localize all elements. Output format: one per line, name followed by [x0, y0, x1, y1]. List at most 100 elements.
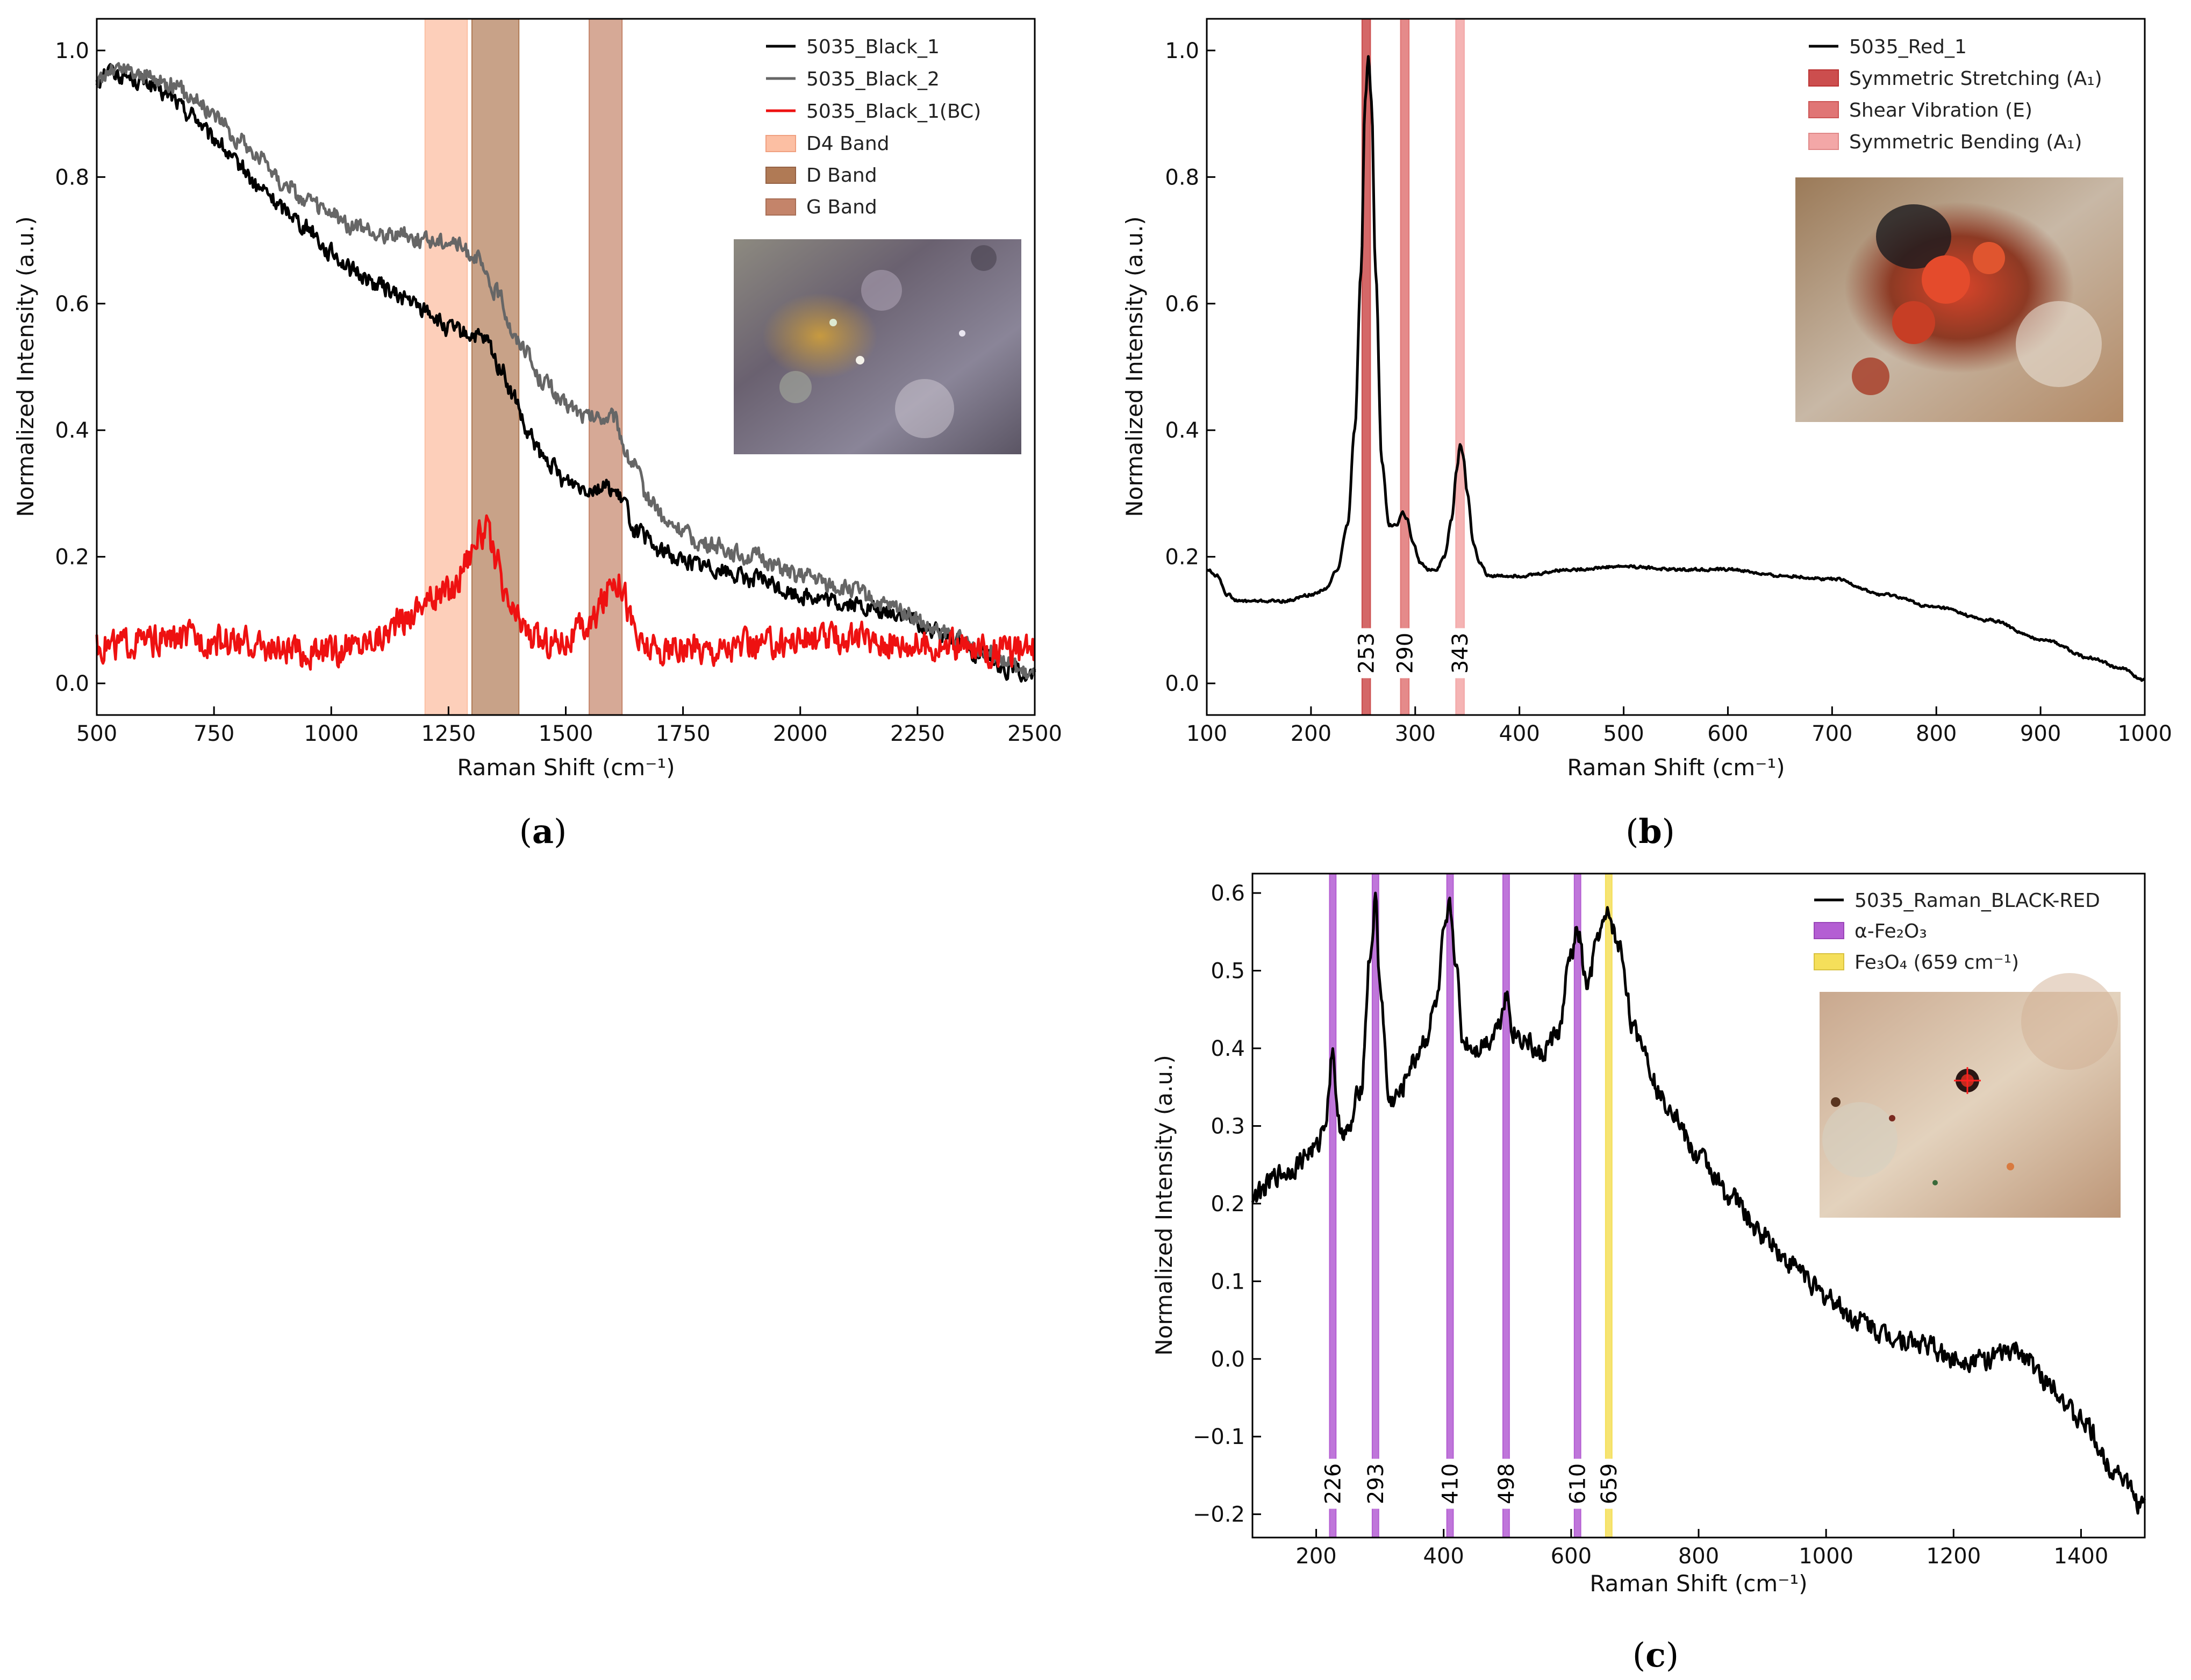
b-band-2 [1455, 18, 1465, 716]
a-band-0 [424, 18, 468, 716]
b-axes-frame [1206, 18, 2146, 716]
b-x-axis-label: Raman Shift (cm⁻¹) [1567, 754, 1785, 781]
a-series-0 [95, 63, 1036, 683]
c-legend-swatch-hematite [1814, 922, 1844, 939]
c-x-axis-label: Raman Shift (cm⁻¹) [1589, 1570, 1807, 1597]
a-legend-label-g: G Band [806, 196, 877, 218]
c-legend-label-magnetite: Fe₃O₄ (659 cm⁻¹) [1855, 952, 2019, 974]
a-xtick-label: 500 [76, 721, 117, 746]
c-legend-swatch-magnetite [1814, 953, 1844, 970]
a-ytick-label: 1.0 [55, 39, 89, 63]
c-ytick-label: 0.4 [1211, 1036, 1245, 1061]
b-x-ticks: 100 200 300 400 500 600 700 800 900 1000 [1186, 706, 2172, 746]
c-xtick-label: 200 [1295, 1544, 1336, 1569]
c-xtick-label: 1200 [1926, 1544, 1981, 1569]
b-panel-label: (b) [1626, 812, 1675, 851]
a-y-axis-label: Normalized Intensity (a.u.) [12, 216, 39, 517]
c-xtick-label: 600 [1551, 1544, 1592, 1569]
a-legend-label-d: D Band [806, 165, 877, 187]
c-band-0 [1329, 873, 1337, 1538]
c-xtick-label: 1400 [2054, 1544, 2109, 1569]
a-legend-label-black-2: 5035_Black_2 [806, 68, 940, 90]
svg-text:253: 253 [1355, 633, 1379, 674]
a-xtick-label: 1250 [421, 721, 476, 746]
b-xtick-label: 400 [1499, 721, 1540, 746]
a-xtick-label: 1500 [539, 721, 593, 746]
svg-text:343: 343 [1448, 633, 1473, 674]
b-y-ticks: 0.0 0.2 0.4 0.6 0.8 1.0 [1165, 39, 1215, 696]
svg-text:659: 659 [1597, 1463, 1622, 1504]
b-legend-label-shear: Shear Vibration (E) [1849, 99, 2032, 121]
a-ytick-label: 0.0 [55, 671, 89, 696]
svg-text:498: 498 [1494, 1463, 1519, 1504]
a-legend: 5035_Black_1 5035_Black_2 5035_Black_1(B… [765, 36, 981, 218]
c-legend-label-hematite: α-Fe₂O₃ [1855, 920, 1927, 942]
panel-b: 253 290 343 100 200 300 400 500 600 700 800 900 100… [1121, 18, 2172, 851]
c-y-ticks: −0.2 −0.1 0.0 0.1 0.2 0.3 0.4 0.5 0.6 [1193, 881, 1261, 1527]
panel-c: 226 293 410 498 610 659 200 400 600 800 1000 1200 1… [1151, 873, 2146, 1675]
a-ytick-label: 0.6 [55, 292, 89, 317]
b-xtick-label: 1000 [2117, 721, 2172, 746]
b-ytick-label: 0.4 [1165, 418, 1199, 443]
c-peak-labels: 226 293 410 498 610 659 [1319, 1459, 1622, 1509]
b-ytick-label: 0.6 [1165, 292, 1199, 317]
b-ytick-label: 0.0 [1165, 671, 1199, 696]
b-ytick-label: 0.8 [1165, 165, 1199, 190]
a-x-axis-label: Raman Shift (cm⁻¹) [457, 754, 675, 781]
a-legend-swatch-d4 [765, 135, 796, 152]
a-micrograph-inset [734, 239, 1021, 454]
c-series-0 [1251, 891, 2146, 1515]
a-xtick-label: 2000 [773, 721, 828, 746]
svg-text:290: 290 [1393, 633, 1417, 674]
c-ytick-label: 0.1 [1211, 1269, 1245, 1294]
c-x-ticks: 200 400 600 800 1000 1200 1400 [1295, 1529, 2108, 1569]
b-xtick-label: 800 [1916, 721, 1957, 746]
c-xtick-label: 1000 [1799, 1544, 1853, 1569]
b-xtick-label: 600 [1707, 721, 1748, 746]
svg-text:226: 226 [1321, 1463, 1345, 1504]
c-ytick-label: 0.6 [1211, 881, 1245, 906]
c-ytick-label: −0.1 [1193, 1425, 1245, 1449]
c-ytick-label: −0.2 [1193, 1503, 1245, 1527]
b-peak-label-253: 253 [1353, 628, 1380, 678]
a-y-ticks: 0.0 0.2 0.4 0.6 0.8 1.0 [55, 39, 105, 696]
c-peak-label-226: 226 [1319, 1459, 1346, 1509]
c-band-5 [1605, 873, 1613, 1538]
c-y-axis-label: Normalized Intensity (a.u.) [1151, 1055, 1177, 1356]
b-y-axis-label: Normalized Intensity (a.u.) [1121, 216, 1148, 517]
a-legend-swatch-d [765, 167, 796, 184]
c-panel-label: (c) [1632, 1635, 1679, 1675]
c-peak-label-498: 498 [1493, 1459, 1520, 1509]
b-xtick-label: 900 [2020, 721, 2061, 746]
c-band-regions [1329, 873, 1613, 1538]
b-legend-label-red-1: 5035_Red_1 [1849, 36, 1967, 58]
c-peak-label-410: 410 [1437, 1459, 1464, 1509]
a-xtick-label: 1000 [304, 721, 359, 746]
b-ytick-label: 1.0 [1165, 39, 1199, 63]
b-peak-label-343: 343 [1447, 628, 1473, 678]
a-legend-swatch-g [765, 198, 796, 216]
a-xtick-label: 2500 [1007, 721, 1062, 746]
b-legend-swatch-stretching [1808, 69, 1839, 87]
a-plot-lines [95, 62, 1036, 683]
c-peak-label-610: 610 [1564, 1459, 1591, 1509]
b-micrograph-inset [1795, 177, 2123, 422]
a-x-ticks: 500 750 1000 1250 1500 1750 2000 2250 2500 [76, 706, 1062, 746]
b-legend-label-stretching: Symmetric Stretching (A₁) [1849, 68, 2102, 90]
c-band-4 [1573, 873, 1581, 1538]
b-series-0 [1206, 55, 2145, 682]
a-ytick-label: 0.4 [55, 418, 89, 443]
b-xtick-label: 300 [1395, 721, 1436, 746]
b-legend-swatch-bending [1808, 133, 1839, 150]
b-legend-label-bending: Symmetric Bending (A₁) [1849, 131, 2082, 153]
c-ytick-label: 0.0 [1211, 1347, 1245, 1372]
a-legend-label-d4: D4 Band [806, 133, 890, 155]
svg-text:293: 293 [1364, 1463, 1388, 1504]
c-peak-label-293: 293 [1362, 1459, 1389, 1509]
a-legend-label-black-1-bc: 5035_Black_1(BC) [806, 101, 981, 123]
b-legend: 5035_Red_1 Symmetric Stretching (A₁) She… [1808, 36, 2102, 153]
a-panel-label: (a) [519, 812, 567, 851]
a-series-1 [95, 62, 1036, 680]
svg-text:410: 410 [1438, 1463, 1463, 1504]
